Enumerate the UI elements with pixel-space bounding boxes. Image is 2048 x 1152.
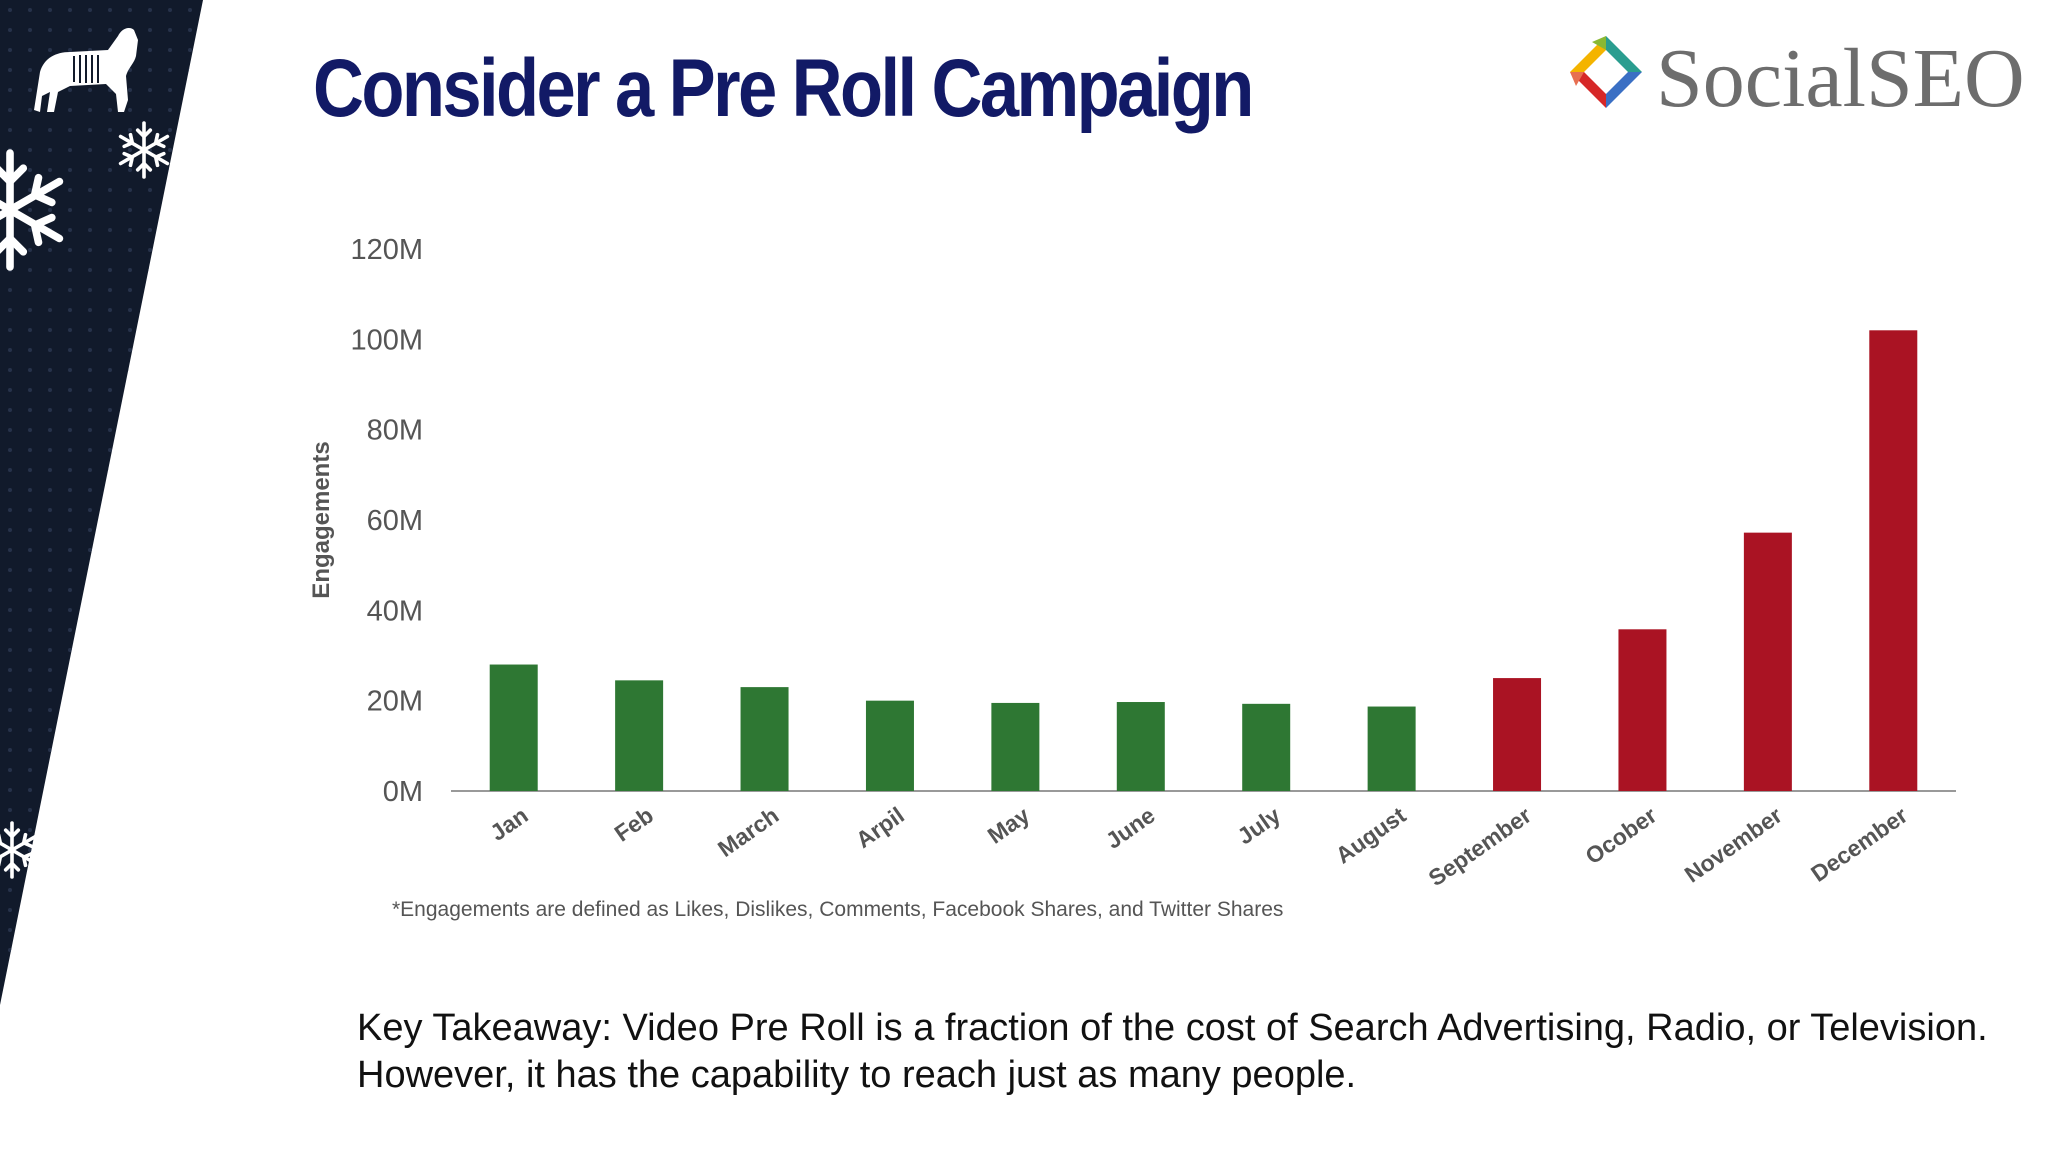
x-tick-label: July [1232,802,1285,850]
y-tick-label: 0M [383,776,423,808]
y-tick-label: 100M [350,324,423,356]
bar-december [1869,330,1918,791]
bar-chart: 0M 20M 40M 60M 80M 100M 120M Jan Feb March Arpil M… [308,234,1956,891]
x-tick-label: May [983,802,1035,849]
bar-november [1743,532,1792,791]
socialseo-logo-icon [1570,36,1642,108]
bar-feb [615,680,664,791]
bar-may [991,702,1040,791]
x-axis-ticks: Jan Feb March Arpil May June July August Septemb… [485,802,1912,892]
x-tick-label: November [1680,802,1787,888]
y-axis-ticks: 0M 20M 40M 60M 80M 100M 120M [350,234,423,808]
dog-icon [34,28,138,112]
bars [489,330,1918,791]
key-takeaway: Key Takeaway: Video Pre Roll is a fracti… [357,1007,1988,1096]
bar-july [1242,703,1291,791]
y-tick-label: 80M [367,415,423,447]
x-tick-label: Ocober [1580,802,1661,870]
x-tick-label: Arpil [851,802,909,853]
x-tick-label: December [1806,802,1912,887]
x-tick-label: Jan [485,802,532,846]
bar-arpil [865,700,914,791]
y-tick-label: 60M [367,505,423,537]
bar-ocober [1618,629,1667,791]
bar-august [1367,706,1416,791]
y-tick-label: 20M [367,686,423,718]
x-tick-label: Feb [610,802,658,847]
x-tick-label: June [1101,802,1160,854]
x-tick-label: August [1331,802,1411,869]
bar-march [740,687,789,791]
bar-september [1493,678,1542,791]
x-tick-label: March [713,802,783,862]
decorative-sidebar [0,0,203,1005]
y-axis-title: Engagements [308,441,335,598]
bar-june [1116,702,1165,791]
page-title: Consider a Pre Roll Campaign [313,43,1254,134]
chart-footnote: *Engagements are defined as Likes, Disli… [392,898,1284,921]
y-tick-label: 120M [350,234,423,266]
bar-jan [489,664,538,791]
y-tick-label: 40M [367,595,423,627]
x-tick-label: September [1424,802,1536,892]
logo-wordmark: SocialSEO [1656,32,2025,125]
